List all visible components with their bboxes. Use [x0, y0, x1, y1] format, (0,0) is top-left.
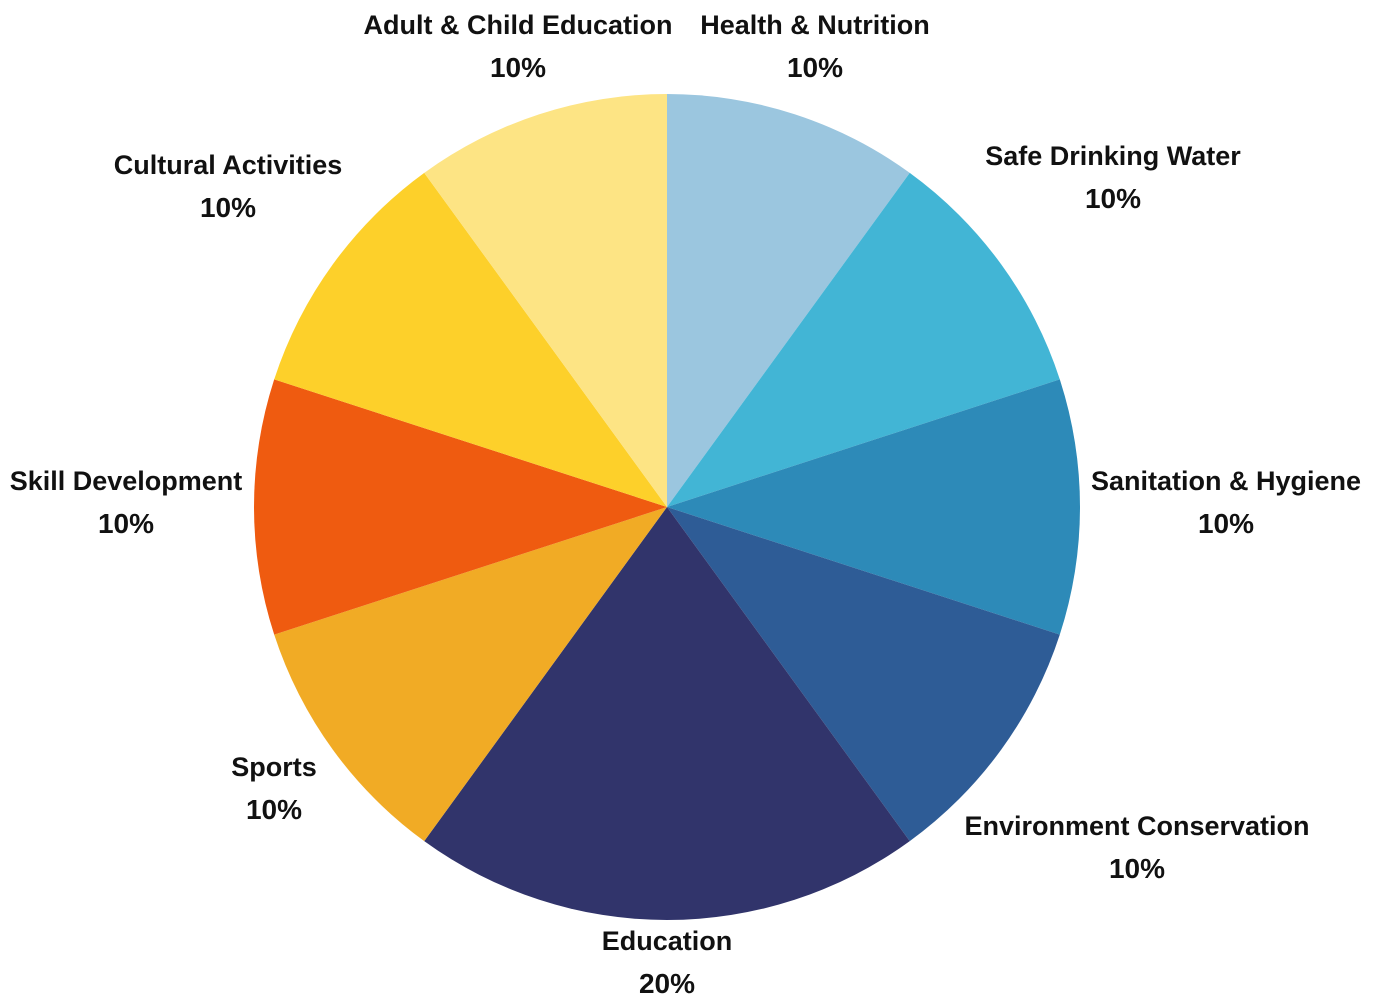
pie-slices: [253, 94, 1081, 920]
slice-label-education: Education 20%: [602, 926, 733, 998]
slice-value-label: 10%: [787, 52, 843, 83]
pie-slice-skill-development: [253, 379, 667, 635]
pie-slice-cultural-activities: [274, 172, 667, 507]
slice-label-sanitation-and-hygiene: Sanitation & Hygiene 10%: [1091, 466, 1361, 539]
slice-value-label: 10%: [1109, 853, 1165, 884]
pie-slice-adult-and-child-education: [424, 94, 667, 507]
slice-label-safe-drinking-water: Safe Drinking Water 10%: [985, 141, 1241, 214]
slice-category-label: Education: [602, 926, 733, 956]
slice-category-label: Environment Conservation: [964, 811, 1309, 841]
slice-label-adult-and-child-education: Adult & Child Education 10%: [364, 10, 673, 83]
slice-category-label: Sports: [231, 752, 317, 782]
pie-slice-sports: [274, 507, 667, 842]
slice-label-sports: Sports 10%: [231, 752, 317, 825]
pie-slice-environment-conservation: [667, 507, 1060, 842]
slice-category-label: Adult & Child Education: [364, 10, 673, 40]
slice-value-label: 10%: [98, 508, 154, 539]
slice-category-label: Sanitation & Hygiene: [1091, 466, 1361, 496]
pie-slice-health-and-nutrition: [667, 94, 910, 507]
pie-slice-education: [424, 507, 910, 920]
slice-value-label: 10%: [246, 794, 302, 825]
slice-category-label: Safe Drinking Water: [985, 141, 1241, 171]
slice-label-environment-conservation: Environment Conservation 10%: [964, 811, 1309, 884]
slice-label-skill-development: Skill Development 10%: [10, 466, 243, 539]
slice-value-label: 10%: [1085, 183, 1141, 214]
pie-labels: Health & Nutrition 10%Safe Drinking Water…: [10, 10, 1361, 998]
slice-category-label: Cultural Activities: [114, 150, 343, 180]
slice-value-label: 10%: [490, 52, 546, 83]
slice-value-label: 10%: [200, 192, 256, 223]
slice-value-label: 10%: [1198, 508, 1254, 539]
pie-slice-safe-drinking-water: [667, 172, 1060, 507]
slice-category-label: Health & Nutrition: [700, 10, 930, 40]
slice-label-health-and-nutrition: Health & Nutrition 10%: [700, 10, 930, 83]
slice-value-label: 20%: [639, 968, 695, 998]
slice-category-label: Skill Development: [10, 466, 243, 496]
pie-slice-sanitation-and-hygiene: [667, 379, 1081, 635]
slice-label-cultural-activities: Cultural Activities 10%: [114, 150, 343, 223]
